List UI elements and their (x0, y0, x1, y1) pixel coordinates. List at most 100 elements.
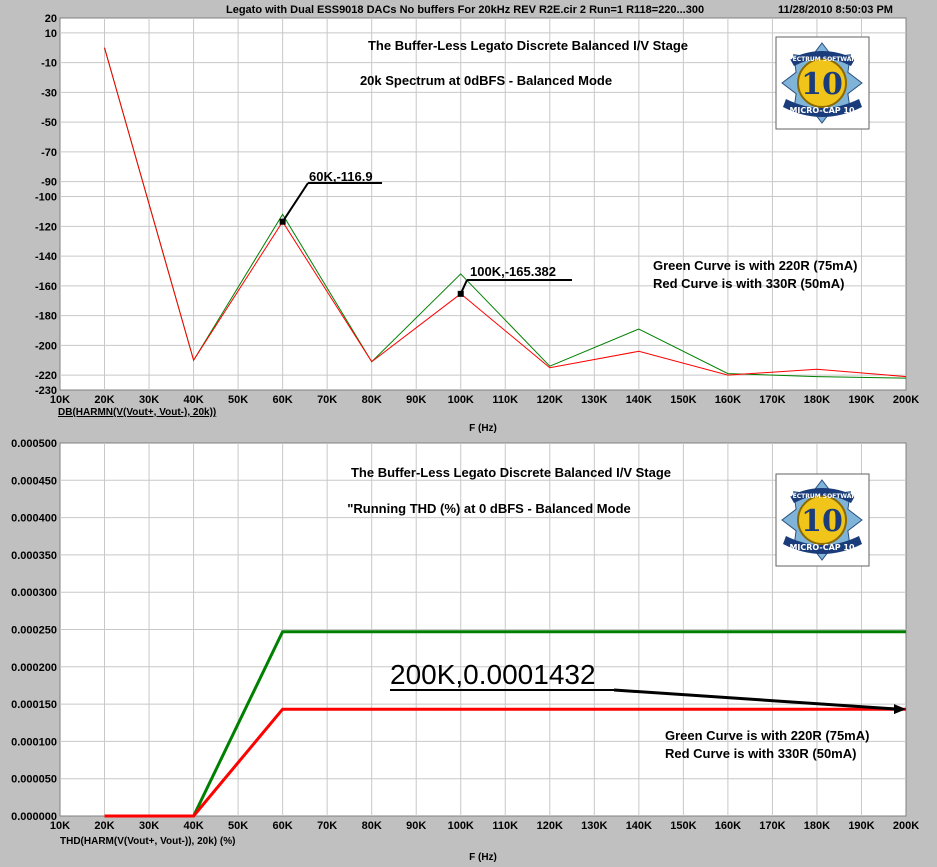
y-tick-label: 0.000250 (11, 625, 57, 637)
callout-arrowhead (894, 704, 906, 715)
series-green-line (104, 47, 907, 379)
x-tick-label: 150K (670, 394, 696, 406)
x-tick-label: 200K (893, 394, 919, 406)
x-tick-label: 60K (273, 394, 293, 406)
y-tick-label: 0.000100 (11, 736, 57, 748)
x-tick-label: 120K (537, 394, 563, 406)
y-tick-label: 0.000450 (11, 475, 57, 487)
x-tick-label: 40K (183, 820, 203, 832)
y-tick-label: -50 (41, 117, 57, 129)
x-tick-label: 120K (537, 820, 563, 832)
curve-note: Green Curve is with 220R (75mA) (653, 258, 857, 273)
x-tick-label: 40K (183, 394, 203, 406)
logo-top-text: SPECTRUM SOFTWARE (784, 493, 860, 500)
thd-chart: 10K 20K 30K 40K 50K 60K 70K 80K 90K 100K 110K 120K 1… (11, 438, 919, 863)
x-tick-label: 130K (581, 394, 607, 406)
x-axis-label: F (Hz) (469, 852, 497, 863)
y-tick-label: -90 (41, 177, 57, 189)
y-tick-label: 0.000500 (11, 438, 57, 450)
x-tick-label: 110K (492, 394, 518, 406)
y-tick-label: 0.000050 (11, 774, 57, 786)
curve-note: Red Curve is with 330R (50mA) (653, 276, 844, 291)
x-tick-label: 10K (50, 394, 70, 406)
x-tick-label: 180K (804, 394, 830, 406)
logo-medal (797, 58, 847, 108)
chart-title: The Buffer-Less Legato Discrete Balanced… (351, 465, 671, 480)
x-tick-label: 130K (581, 820, 607, 832)
x-tick-label: 190K (848, 820, 874, 832)
microcap-logo: 10 SPECTRUM SOFTWARE MICRO-CAP 10 (775, 36, 870, 130)
logo-top-ribbon (790, 51, 855, 66)
x-tick-label: 100K (448, 394, 474, 406)
y-tick-label: 0.000150 (11, 699, 57, 711)
microcap-logo-2: 10 SPECTRUM SOFTWARE MICRO-CAP 10 (775, 473, 870, 567)
timestamp: 11/28/2010 8:50:03 PM (778, 4, 893, 16)
plot-area (59, 17, 907, 391)
x-tick-label: 90K (406, 394, 426, 406)
logo-number: 10 (801, 504, 843, 539)
x-tick-label: 30K (139, 820, 159, 832)
x-tick-label: 110K (492, 820, 518, 832)
x-tick-label: 160K (715, 394, 741, 406)
x-tick-label: 80K (362, 394, 382, 406)
curve-note: Red Curve is with 330R (50mA) (665, 746, 856, 761)
logo-bottom-ribbon (783, 536, 862, 554)
grid (60, 18, 906, 390)
x-tick-label: 140K (626, 394, 652, 406)
x-tick-label: 180K (804, 820, 830, 832)
x-tick-label: 90K (406, 820, 426, 832)
y-tick-label: -10 (41, 58, 57, 70)
x-tick-label: 70K (317, 394, 337, 406)
curve-note: Green Curve is with 220R (75mA) (665, 728, 869, 743)
callout-label: 60K,-116.9 (309, 169, 373, 184)
logo-number: 10 (801, 67, 843, 102)
x-tick-label: 170K (759, 820, 785, 832)
x-tick-label: 20K (94, 394, 114, 406)
y-tick-label: 0.000300 (11, 587, 57, 599)
spectrum-chart: 10K 20K 30K 40K 50K 60K 70K 80K 90K 100K 110K 120K 1… (35, 13, 919, 434)
series-red-line (104, 47, 907, 378)
logo-bottom-text: MICRO-CAP 10 (789, 543, 855, 552)
x-tick-label: 150K (670, 820, 696, 832)
y-axis-label: THD(HARM(V(Vout+, Vout-)), 20k) (%) (60, 836, 235, 847)
x-tick-label: 70K (317, 820, 337, 832)
callout-leader (613, 688, 899, 711)
x-tick-label: 60K (273, 820, 293, 832)
y-tick-label: -100 (35, 192, 57, 204)
y-tick-label: -30 (41, 87, 57, 99)
y-tick-label: 0.000200 (11, 662, 57, 674)
x-tick-label: 50K (228, 394, 248, 406)
x-tick-label: 20K (94, 820, 114, 832)
x-tick-label: 170K (759, 394, 785, 406)
x-tick-label: 80K (362, 820, 382, 832)
y-tick-label: 0.000000 (11, 811, 57, 823)
x-tick-label: 100K (448, 820, 474, 832)
chart-subtitle: "Running THD (%) at 0 dBFS - Balanced Mo… (347, 501, 631, 516)
x-tick-label: 200K (893, 820, 919, 832)
y-tick-label: 20 (45, 13, 57, 25)
y-tick-label: 0.000350 (11, 550, 57, 562)
y-tick-label: -230 (35, 385, 57, 397)
callout-label: 200K,0.0001432 (390, 659, 596, 690)
y-tick-label: 10 (45, 28, 57, 40)
callout-leader (281, 182, 309, 223)
x-tick-label: 30K (139, 394, 159, 406)
series-red-line (104, 707, 906, 818)
x-axis-label: F (Hz) (469, 423, 497, 434)
logo-bottom-text: MICRO-CAP 10 (789, 106, 855, 115)
x-tick-label: 160K (715, 820, 741, 832)
chart-subtitle: 20k Spectrum at 0dBFS - Balanced Mode (360, 73, 612, 88)
x-tick-label: 50K (228, 820, 248, 832)
logo-top-ribbon (790, 488, 855, 503)
x-tick-label: 140K (626, 820, 652, 832)
y-tick-label: -220 (35, 370, 57, 382)
y-axis-label: DB(HARMN(V(Vout+, Vout-), 20k)) (58, 407, 216, 418)
logo-top-text: SPECTRUM SOFTWARE (784, 56, 860, 63)
logo-bottom-ribbon (783, 99, 862, 117)
y-tick-label: -200 (35, 340, 57, 352)
y-tick-label: -180 (35, 311, 57, 323)
y-tick-label: -120 (35, 221, 57, 233)
logo-medal (797, 495, 847, 545)
y-tick-label: 0.000400 (11, 513, 57, 525)
